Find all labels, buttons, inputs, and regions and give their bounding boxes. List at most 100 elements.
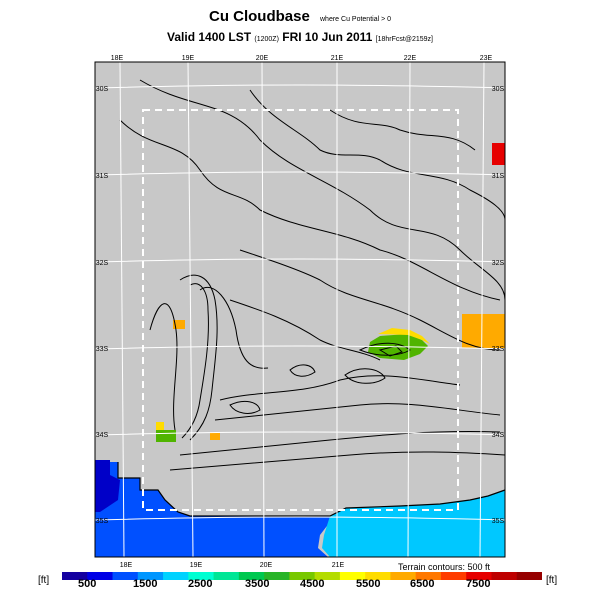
map-title-note: where Cu Potential > 0 [320, 16, 392, 23]
terrain-contour [249, 89, 505, 221]
cloudbase-green-small [156, 430, 176, 442]
colorbar-swatch [314, 572, 341, 580]
coastline [117, 462, 506, 517]
latitude-label-right: 35S [492, 518, 505, 525]
terrain-contour [181, 283, 209, 439]
chart-title-block: Cu Cloudbase where Cu Potential > 0 Vali… [0, 8, 600, 48]
terrain-contour [219, 375, 461, 401]
latitude-label-left: 33S [96, 346, 109, 353]
colorbar-swatch [213, 572, 240, 580]
colorbar-swatch [466, 572, 492, 580]
colorbar [62, 572, 542, 580]
longitude-label-top: 22E [404, 55, 417, 62]
ocean-dark-area [95, 460, 120, 512]
colorbar-swatch [163, 572, 189, 580]
latitude-label-left: 32S [96, 260, 109, 267]
inner-domain-box [142, 109, 459, 511]
longitude-label-top: 21E [331, 55, 344, 62]
latitude-label-left: 31S [96, 173, 109, 180]
run-code: (1200Z) [254, 36, 279, 43]
parallel-line [94, 258, 506, 263]
colorbar-swatch [137, 572, 164, 580]
terrain-contour [229, 299, 381, 361]
meridian-line [187, 61, 194, 558]
terrain-contour [229, 400, 261, 414]
colorbar-swatch [264, 572, 290, 580]
terrain-contour [169, 451, 505, 471]
cloudbase-orange-small [173, 320, 185, 329]
terrain-contour [214, 403, 501, 421]
latitude-label-left: 35S [96, 518, 109, 525]
latitude-label-right: 31S [492, 173, 505, 180]
parallel-line [94, 345, 506, 350]
longitude-label-top: 20E [256, 55, 269, 62]
ocean-blue-area [95, 462, 330, 557]
colorbar-swatch [516, 572, 542, 580]
map-title: Cu Cloudbase [208, 8, 310, 25]
terrain-contour [179, 274, 218, 441]
cloudbase-yellow-patch [378, 328, 430, 344]
colorbar-swatch [289, 572, 316, 580]
terrain-contours-note: Terrain contours: 500 ft [398, 562, 491, 572]
ocean-cyan-area [322, 490, 505, 557]
map-frame [94, 61, 506, 558]
cloudbase-orange-tiny [210, 432, 220, 440]
latitude-label-left: 30S [96, 86, 109, 93]
forecast-note: [18hrFcst@2159z] [375, 36, 433, 43]
parallel-line [94, 84, 506, 89]
colorbar-tick-label: 2500 [188, 578, 213, 590]
parallel-line [94, 431, 506, 436]
colorbar-tick-label: 6500 [410, 578, 435, 590]
longitude-label-top: 23E [480, 55, 493, 62]
meridian-line [479, 61, 485, 558]
meridian-line [261, 61, 265, 558]
colorbar-swatch [339, 572, 366, 580]
longitude-label-top: 18E [111, 55, 124, 62]
terrain-contour [378, 345, 403, 357]
longitude-label-bottom: 18E [120, 562, 133, 569]
terrain-contour [289, 364, 316, 377]
colorbar-tick-label: 3500 [245, 578, 270, 590]
colorbar-swatch [365, 572, 391, 580]
colorbar-swatch [238, 572, 265, 580]
cloudbase-cyan-corner [490, 496, 505, 514]
latitude-label-left: 34S [96, 432, 109, 439]
terrain-contour [358, 342, 411, 356]
colorbar-swatch [112, 572, 139, 580]
colorbar-swatch [390, 572, 417, 580]
terrain-contour [179, 431, 501, 456]
parallel-line [94, 516, 506, 521]
cloudbase-yellow-small [156, 422, 164, 430]
colorbar-swatch [188, 572, 215, 580]
meridian-line [119, 61, 125, 558]
terrain-contour [199, 287, 269, 369]
colorbar-tick-label: 4500 [300, 578, 325, 590]
terrain-contour [119, 119, 501, 301]
colorbar-swatch [87, 572, 114, 580]
longitude-label-bottom: 20E [260, 562, 273, 569]
latitude-label-right: 32S [492, 260, 505, 267]
colorbar-swatch [440, 572, 467, 580]
meridian-line [407, 61, 411, 558]
latitude-label-right: 30S [492, 86, 505, 93]
lat-lon-grid [94, 61, 506, 558]
longitude-label-bottom: 21E [332, 562, 345, 569]
valid-time: Valid 1400 LST [167, 30, 252, 44]
colorbar-tick-label: 7500 [466, 578, 491, 590]
terrain-contour [329, 109, 476, 151]
valid-date: FRI 10 Jun 2011 [282, 30, 373, 44]
longitude-label-bottom: 19E [190, 562, 203, 569]
longitude-label-top: 19E [182, 55, 195, 62]
latitude-label-right: 34S [492, 432, 505, 439]
parallel-line [94, 171, 506, 176]
colorbar-unit-right: [ft] [546, 575, 558, 586]
cloudbase-red-patch [492, 143, 505, 165]
colorbar-tick-label: 500 [78, 578, 97, 590]
terrain-contour [344, 368, 386, 384]
latitude-label-right: 33S [492, 346, 505, 353]
colorbar-swatch [62, 572, 88, 580]
colorbar-tick-label: 5500 [356, 578, 381, 590]
terrain-contour [149, 303, 178, 431]
colorbar-swatch [415, 572, 442, 580]
